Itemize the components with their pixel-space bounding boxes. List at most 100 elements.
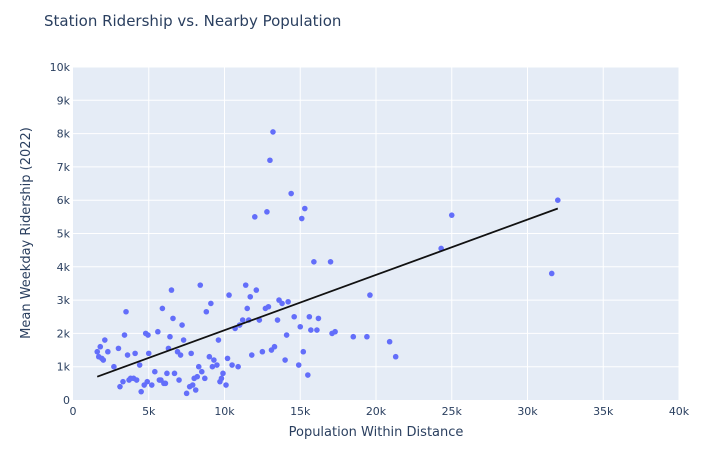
data-point: [203, 308, 210, 315]
data-point: [138, 388, 144, 395]
data-point: [171, 370, 178, 377]
data-point: [215, 337, 222, 343]
data-point: [220, 370, 226, 377]
data-point: [239, 317, 246, 323]
y-tick-label: 2k: [57, 327, 71, 340]
data-point: [132, 350, 138, 357]
y-tick-label: 7k: [57, 161, 71, 174]
x-tick-label: 15k: [290, 405, 311, 418]
data-point: [301, 205, 308, 212]
data-point: [298, 215, 305, 222]
x-tick-label: 40k: [669, 405, 690, 418]
data-point: [124, 352, 131, 358]
data-point: [94, 348, 101, 355]
data-point: [314, 327, 320, 333]
data-point: [315, 315, 322, 322]
data-point: [214, 362, 220, 368]
data-point: [265, 303, 272, 310]
data-point: [123, 308, 129, 315]
data-point: [180, 337, 187, 343]
data-point: [198, 368, 205, 375]
data-point: [288, 190, 294, 197]
data-point: [115, 345, 122, 352]
data-point: [223, 382, 229, 388]
data-point: [253, 287, 260, 293]
data-point: [332, 328, 338, 335]
data-point: [159, 305, 166, 312]
data-point: [97, 343, 104, 350]
data-point: [209, 363, 216, 370]
data-point: [306, 313, 313, 320]
y-tick-label: 1k: [57, 361, 71, 374]
data-point: [188, 350, 194, 357]
data-point: [270, 129, 276, 135]
data-point: [283, 332, 290, 338]
data-point: [102, 337, 108, 343]
data-point: [244, 305, 251, 312]
data-point: [189, 382, 196, 388]
data-point: [300, 348, 307, 355]
data-point: [105, 348, 111, 355]
x-tick-label: 10k: [214, 405, 235, 418]
data-point: [305, 372, 311, 378]
grid-lines: [73, 66, 680, 400]
y-axis-ticks: 0 1k 2k 3k 4k 5k 6k 7k 8k 9k 10k: [50, 61, 71, 407]
data-point: [271, 343, 278, 350]
data-point: [235, 363, 241, 370]
data-point: [218, 375, 225, 382]
data-point: [144, 378, 151, 385]
data-point: [386, 338, 393, 345]
data-point: [392, 353, 399, 360]
data-point: [197, 282, 204, 288]
y-tick-label: 4k: [57, 261, 71, 274]
data-point: [555, 197, 561, 203]
x-tick-label: 25k: [442, 405, 463, 418]
data-point: [117, 383, 123, 390]
data-point: [121, 332, 128, 338]
y-tick-label: 0: [63, 394, 70, 407]
data-point: [176, 377, 182, 383]
data-points: [94, 129, 561, 397]
y-axis-label: Mean Weekday Ridership (2022): [19, 127, 34, 339]
data-point: [111, 363, 117, 370]
x-tick-label: 5k: [142, 405, 156, 418]
data-point: [311, 259, 317, 265]
data-point: [145, 350, 152, 357]
data-point: [145, 332, 151, 338]
data-point: [327, 259, 334, 265]
data-point: [224, 355, 231, 362]
x-tick-label: 35k: [593, 405, 614, 418]
data-point: [167, 333, 173, 340]
data-point: [168, 287, 175, 293]
x-tick-label: 30k: [517, 405, 538, 418]
data-point: [264, 209, 270, 215]
data-point: [295, 362, 302, 368]
data-point: [548, 270, 555, 277]
x-tick-label: 0: [70, 405, 77, 418]
data-point: [183, 390, 190, 397]
x-tick-label: 20k: [366, 405, 387, 418]
data-point: [195, 363, 202, 370]
data-point: [229, 362, 235, 368]
chart-title: Station Ridership vs. Nearby Population: [44, 12, 341, 30]
data-point: [179, 322, 185, 328]
data-point: [211, 357, 217, 363]
y-tick-label: 5k: [57, 228, 71, 241]
data-point: [274, 317, 281, 323]
data-point: [208, 300, 214, 307]
data-point: [259, 348, 266, 355]
data-point: [297, 323, 304, 330]
y-tick-label: 3k: [57, 294, 71, 307]
data-point: [162, 380, 169, 387]
data-point: [155, 328, 161, 335]
data-point: [177, 352, 184, 358]
data-point: [136, 362, 143, 368]
data-point: [448, 212, 455, 218]
data-point: [242, 282, 249, 288]
data-point: [194, 373, 201, 380]
data-point: [248, 352, 255, 358]
x-axis-ticks: 0 5k 10k 15k 20k 25k 30k 35k 40k: [70, 405, 690, 418]
data-point: [267, 157, 273, 164]
data-point: [308, 327, 314, 333]
